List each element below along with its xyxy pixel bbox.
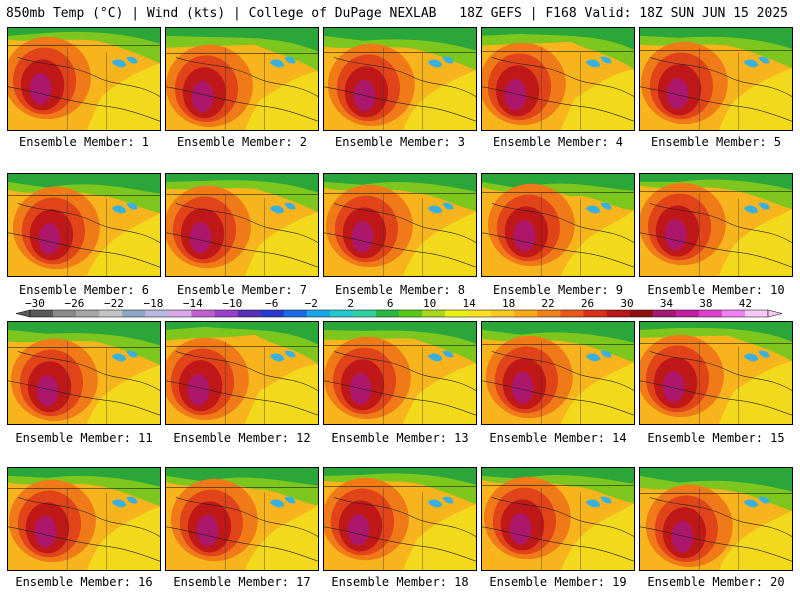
colorbar-tick-label: −10	[222, 297, 242, 310]
colorbar-swatch	[514, 310, 538, 317]
colorbar-tick-label: 10	[423, 297, 436, 310]
ensemble-map-panel	[7, 173, 161, 277]
ensemble-member-label: Ensemble Member: 4	[492, 135, 624, 149]
colorbar-tick-label: 2	[347, 297, 354, 310]
ensemble-map-panel	[165, 467, 319, 571]
colorbar-swatch	[491, 310, 515, 317]
colorbar-swatch	[698, 310, 723, 317]
colorbar-swatch	[468, 310, 492, 317]
chart-title: 850mb Temp (°C) | Wind (kts) | College o…	[6, 6, 437, 21]
colorbar-swatch	[145, 310, 169, 317]
ensemble-member-label: Ensemble Member: 17	[173, 575, 311, 589]
colorbar-swatch	[30, 310, 54, 317]
ensemble-member-label: Ensemble Member: 8	[334, 283, 466, 297]
colorbar-tick-label: −22	[104, 297, 124, 310]
ensemble-member-label: Ensemble Member: 16	[15, 575, 153, 589]
ensemble-member-label: Ensemble Member: 11	[15, 431, 153, 445]
colorbar-swatch	[721, 310, 746, 317]
colorbar-swatch	[76, 310, 100, 317]
ensemble-map-panel	[481, 321, 635, 425]
colorbar-tick-label: 14	[462, 297, 476, 310]
ensemble-member-label: Ensemble Member: 5	[650, 135, 782, 149]
colorbar-tick-label: −14	[183, 297, 203, 310]
colorbar-swatch	[168, 310, 192, 317]
colorbar-swatch	[375, 310, 400, 317]
temperature-colorbar: −30 −26 −22 −18 −14 −10 −6 −2 2 6 10 14 18 22 26 30 34 38…	[0, 296, 800, 320]
ensemble-member-label: Ensemble Member: 1	[18, 135, 150, 149]
colorbar-tick-label: 38	[699, 297, 712, 310]
colorbar-tick-label: 34	[660, 297, 674, 310]
colorbar-swatch	[560, 310, 584, 317]
ensemble-member-label: Ensemble Member: 13	[331, 431, 469, 445]
ensemble-map-panel	[639, 321, 793, 425]
ensemble-member-label: Ensemble Member: 12	[173, 431, 311, 445]
colorbar-swatch	[191, 310, 215, 317]
ensemble-map-panel	[639, 467, 793, 571]
colorbar-swatch	[399, 310, 423, 317]
colorbar-swatch	[99, 310, 123, 317]
colorbar-swatch	[329, 310, 354, 317]
colorbar-swatch	[675, 310, 700, 317]
colorbar-swatch	[606, 310, 630, 317]
colorbar-tick-label: −2	[305, 297, 318, 310]
ensemble-map-panel	[7, 27, 161, 131]
ensemble-member-label: Ensemble Member: 14	[489, 431, 627, 445]
colorbar-swatch	[260, 310, 284, 317]
colorbar-tick-label: 26	[581, 297, 594, 310]
ensemble-map-panel	[165, 173, 319, 277]
ensemble-map-panel	[481, 27, 635, 131]
colorbar-arrow-right	[767, 309, 783, 318]
ensemble-member-label: Ensemble Member: 9	[492, 283, 624, 297]
ensemble-member-label: Ensemble Member: 19	[489, 575, 627, 589]
colorbar-swatch	[583, 310, 607, 317]
colorbar-swatch	[422, 310, 446, 317]
colorbar-swatch	[283, 310, 308, 317]
ensemble-map-panel	[165, 321, 319, 425]
colorbar-swatch	[445, 310, 469, 317]
ensemble-member-label: Ensemble Member: 20	[647, 575, 785, 589]
colorbar-swatch	[306, 310, 331, 317]
ensemble-map-panel	[7, 467, 161, 571]
ensemble-map-panel	[165, 27, 319, 131]
ensemble-map-panel	[323, 27, 477, 131]
ensemble-map-panel	[7, 321, 161, 425]
ensemble-map-panel	[639, 27, 793, 131]
ensemble-member-label: Ensemble Member: 10	[647, 283, 785, 297]
colorbar-swatch	[652, 310, 677, 317]
ensemble-member-label: Ensemble Member: 18	[331, 575, 469, 589]
colorbar-swatch	[744, 310, 769, 317]
ensemble-member-label: Ensemble Member: 2	[176, 135, 308, 149]
colorbar-tick-label: −30	[25, 297, 45, 310]
colorbar-arrow-left	[15, 309, 31, 318]
colorbar-tick-label: 22	[541, 297, 554, 310]
ensemble-map-panel	[323, 173, 477, 277]
ensemble-member-label: Ensemble Member: 3	[334, 135, 466, 149]
colorbar-swatch	[53, 310, 77, 317]
ensemble-member-label: Ensemble Member: 7	[176, 283, 308, 297]
ensemble-map-panel	[481, 173, 635, 277]
colorbar-swatch	[352, 310, 377, 317]
colorbar-tick-label: −18	[143, 297, 163, 310]
ensemble-map-panel	[639, 173, 793, 277]
colorbar-swatch	[237, 310, 261, 317]
ensemble-map-panel	[323, 321, 477, 425]
colorbar-tick-label: −6	[265, 297, 278, 310]
colorbar-tick-label: −26	[65, 297, 85, 310]
valid-time-label: 18Z GEFS | F168 Valid: 18Z SUN JUN 15 20…	[459, 6, 788, 21]
colorbar-swatch	[629, 310, 653, 317]
colorbar-tick-label: 18	[502, 297, 515, 310]
colorbar-swatch	[214, 310, 238, 317]
ensemble-map-panel	[323, 467, 477, 571]
colorbar-tick-label: 6	[387, 297, 394, 310]
colorbar-tick-label: 30	[620, 297, 633, 310]
colorbar-swatch	[122, 310, 146, 317]
colorbar-swatch	[537, 310, 561, 317]
ensemble-member-label: Ensemble Member: 6	[18, 283, 150, 297]
colorbar-tick-label: 42	[739, 297, 752, 310]
ensemble-map-panel	[481, 467, 635, 571]
ensemble-member-label: Ensemble Member: 15	[647, 431, 785, 445]
